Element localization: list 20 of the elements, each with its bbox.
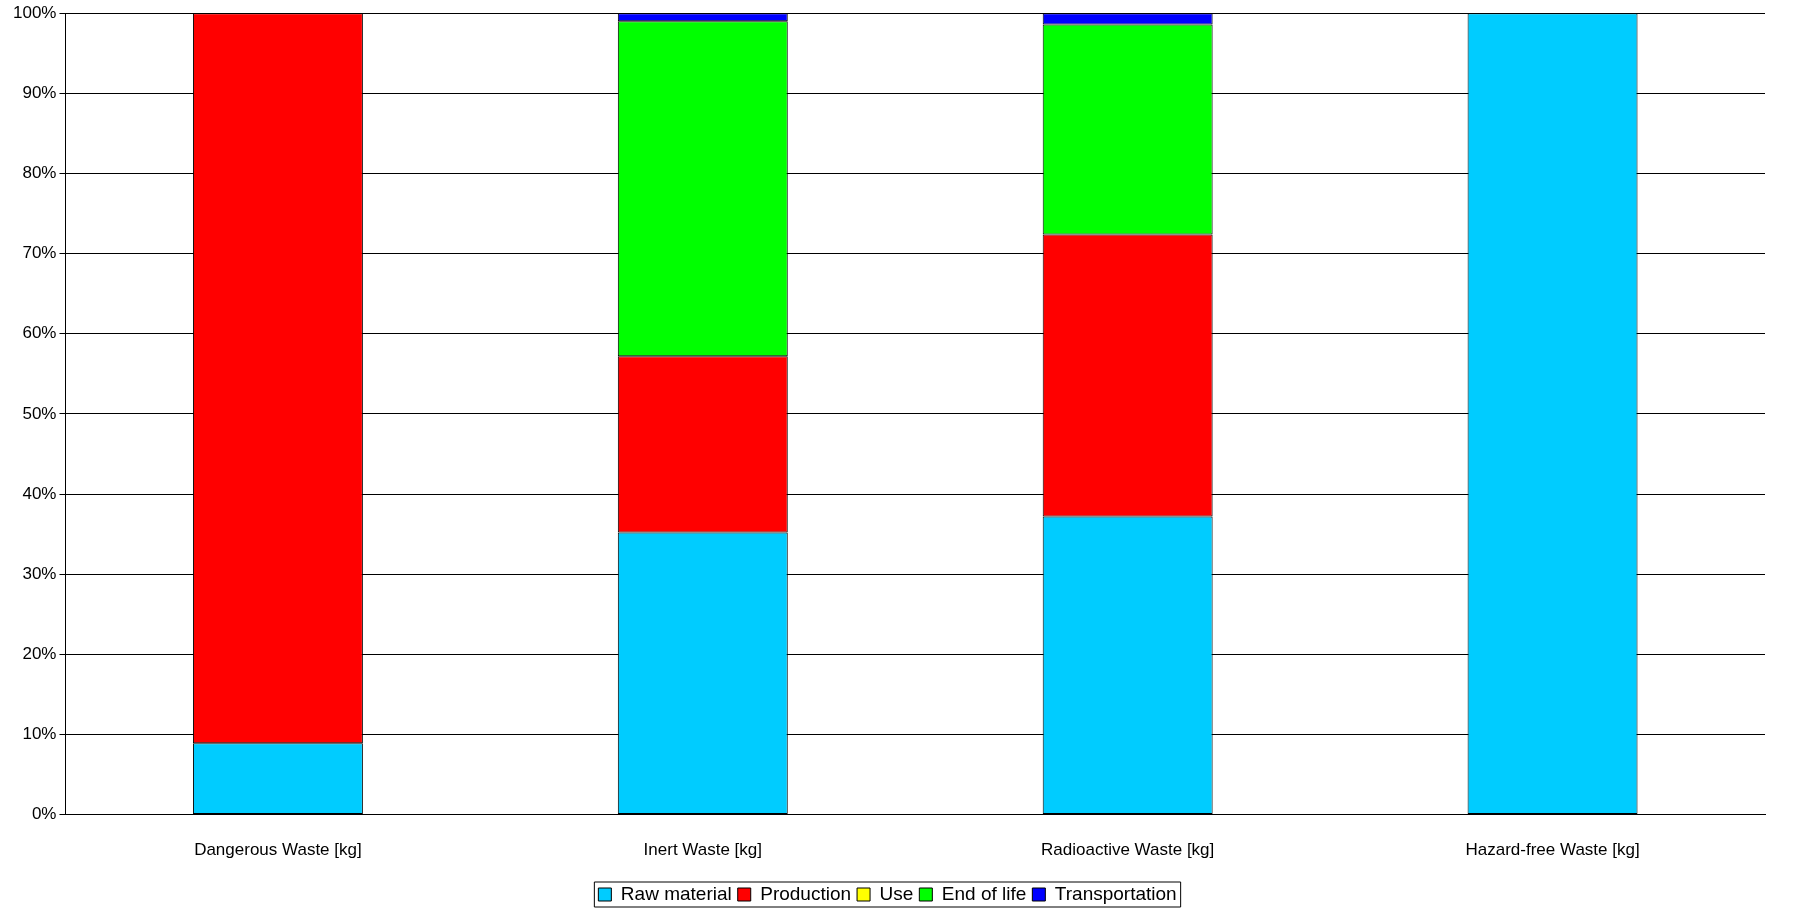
y-tick-label: 20% (22, 644, 57, 664)
y-tick-label: 90% (22, 83, 57, 103)
x-tick-label: Dangerous Waste [kg] (194, 840, 362, 860)
legend-label: Transportation (1054, 882, 1177, 904)
legend-label: Use (879, 882, 914, 904)
y-tick-label: 10% (22, 724, 57, 744)
y-tick-label: 50% (22, 403, 57, 423)
y-tick-label: 70% (22, 243, 57, 263)
y-tick-label: 100% (13, 2, 57, 22)
y-tick-label: 40% (22, 483, 57, 503)
y-tick-label: 80% (22, 163, 57, 183)
x-tick-label: Inert Waste [kg] (643, 840, 763, 860)
x-tick-label: Hazard-free Waste [kg] (1465, 840, 1640, 860)
y-tick-label: 60% (22, 323, 57, 343)
y-tick-label: 30% (22, 563, 57, 583)
legend-label: End of life (941, 882, 1027, 904)
y-tick-label: 0% (31, 804, 57, 824)
x-tick-label: Radioactive Waste [kg] (1041, 840, 1215, 860)
legend-label: Raw material (620, 882, 732, 904)
legend-label: Production (760, 882, 852, 904)
